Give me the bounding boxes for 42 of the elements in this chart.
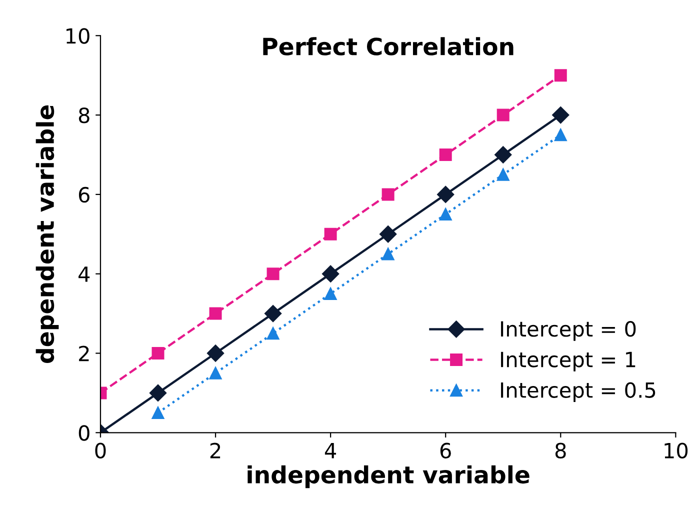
y-tick-label: 8	[78, 107, 90, 124]
x-tick-label: 4	[324, 443, 336, 458]
point	[266, 327, 280, 340]
point	[437, 186, 454, 203]
x-tick-label: 2	[210, 442, 220, 458]
point	[554, 128, 567, 142]
legend-label: Intercept = 1	[501, 352, 636, 372]
point	[382, 248, 394, 260]
point	[266, 268, 280, 280]
y-tick-label: 4	[78, 266, 90, 282]
y-tick-label: 10	[66, 28, 90, 44]
point	[206, 344, 224, 362]
point	[322, 265, 340, 282]
point	[439, 148, 452, 161]
legend-label: Intercept = 0	[501, 321, 636, 341]
point	[380, 226, 397, 243]
x-tick-label: 10	[664, 442, 688, 458]
point	[382, 188, 394, 201]
point	[149, 384, 167, 402]
point	[152, 406, 164, 420]
point	[496, 108, 510, 122]
x-axis-title: independent variable	[248, 465, 530, 488]
point	[552, 106, 570, 124]
legend-label: Intercept = 0.5	[501, 382, 656, 402]
y-tick-label: 2	[79, 346, 89, 362]
y-tick-label: 6	[78, 186, 90, 203]
point	[209, 307, 222, 320]
point	[554, 69, 567, 82]
point	[496, 168, 510, 181]
x-tick-label: 8	[555, 442, 566, 458]
point	[439, 208, 452, 221]
point	[324, 228, 337, 240]
point	[494, 146, 512, 164]
point	[324, 287, 337, 300]
y-axis-title: dependent variable	[36, 105, 59, 364]
point	[152, 346, 164, 360]
chart-title: Perfect Correlation	[263, 37, 514, 56]
x-tick-label: 0	[95, 442, 106, 458]
point	[209, 366, 222, 380]
point	[264, 304, 282, 322]
x-tick-label: 6	[440, 442, 451, 458]
y-tick-label: 0	[78, 425, 90, 441]
